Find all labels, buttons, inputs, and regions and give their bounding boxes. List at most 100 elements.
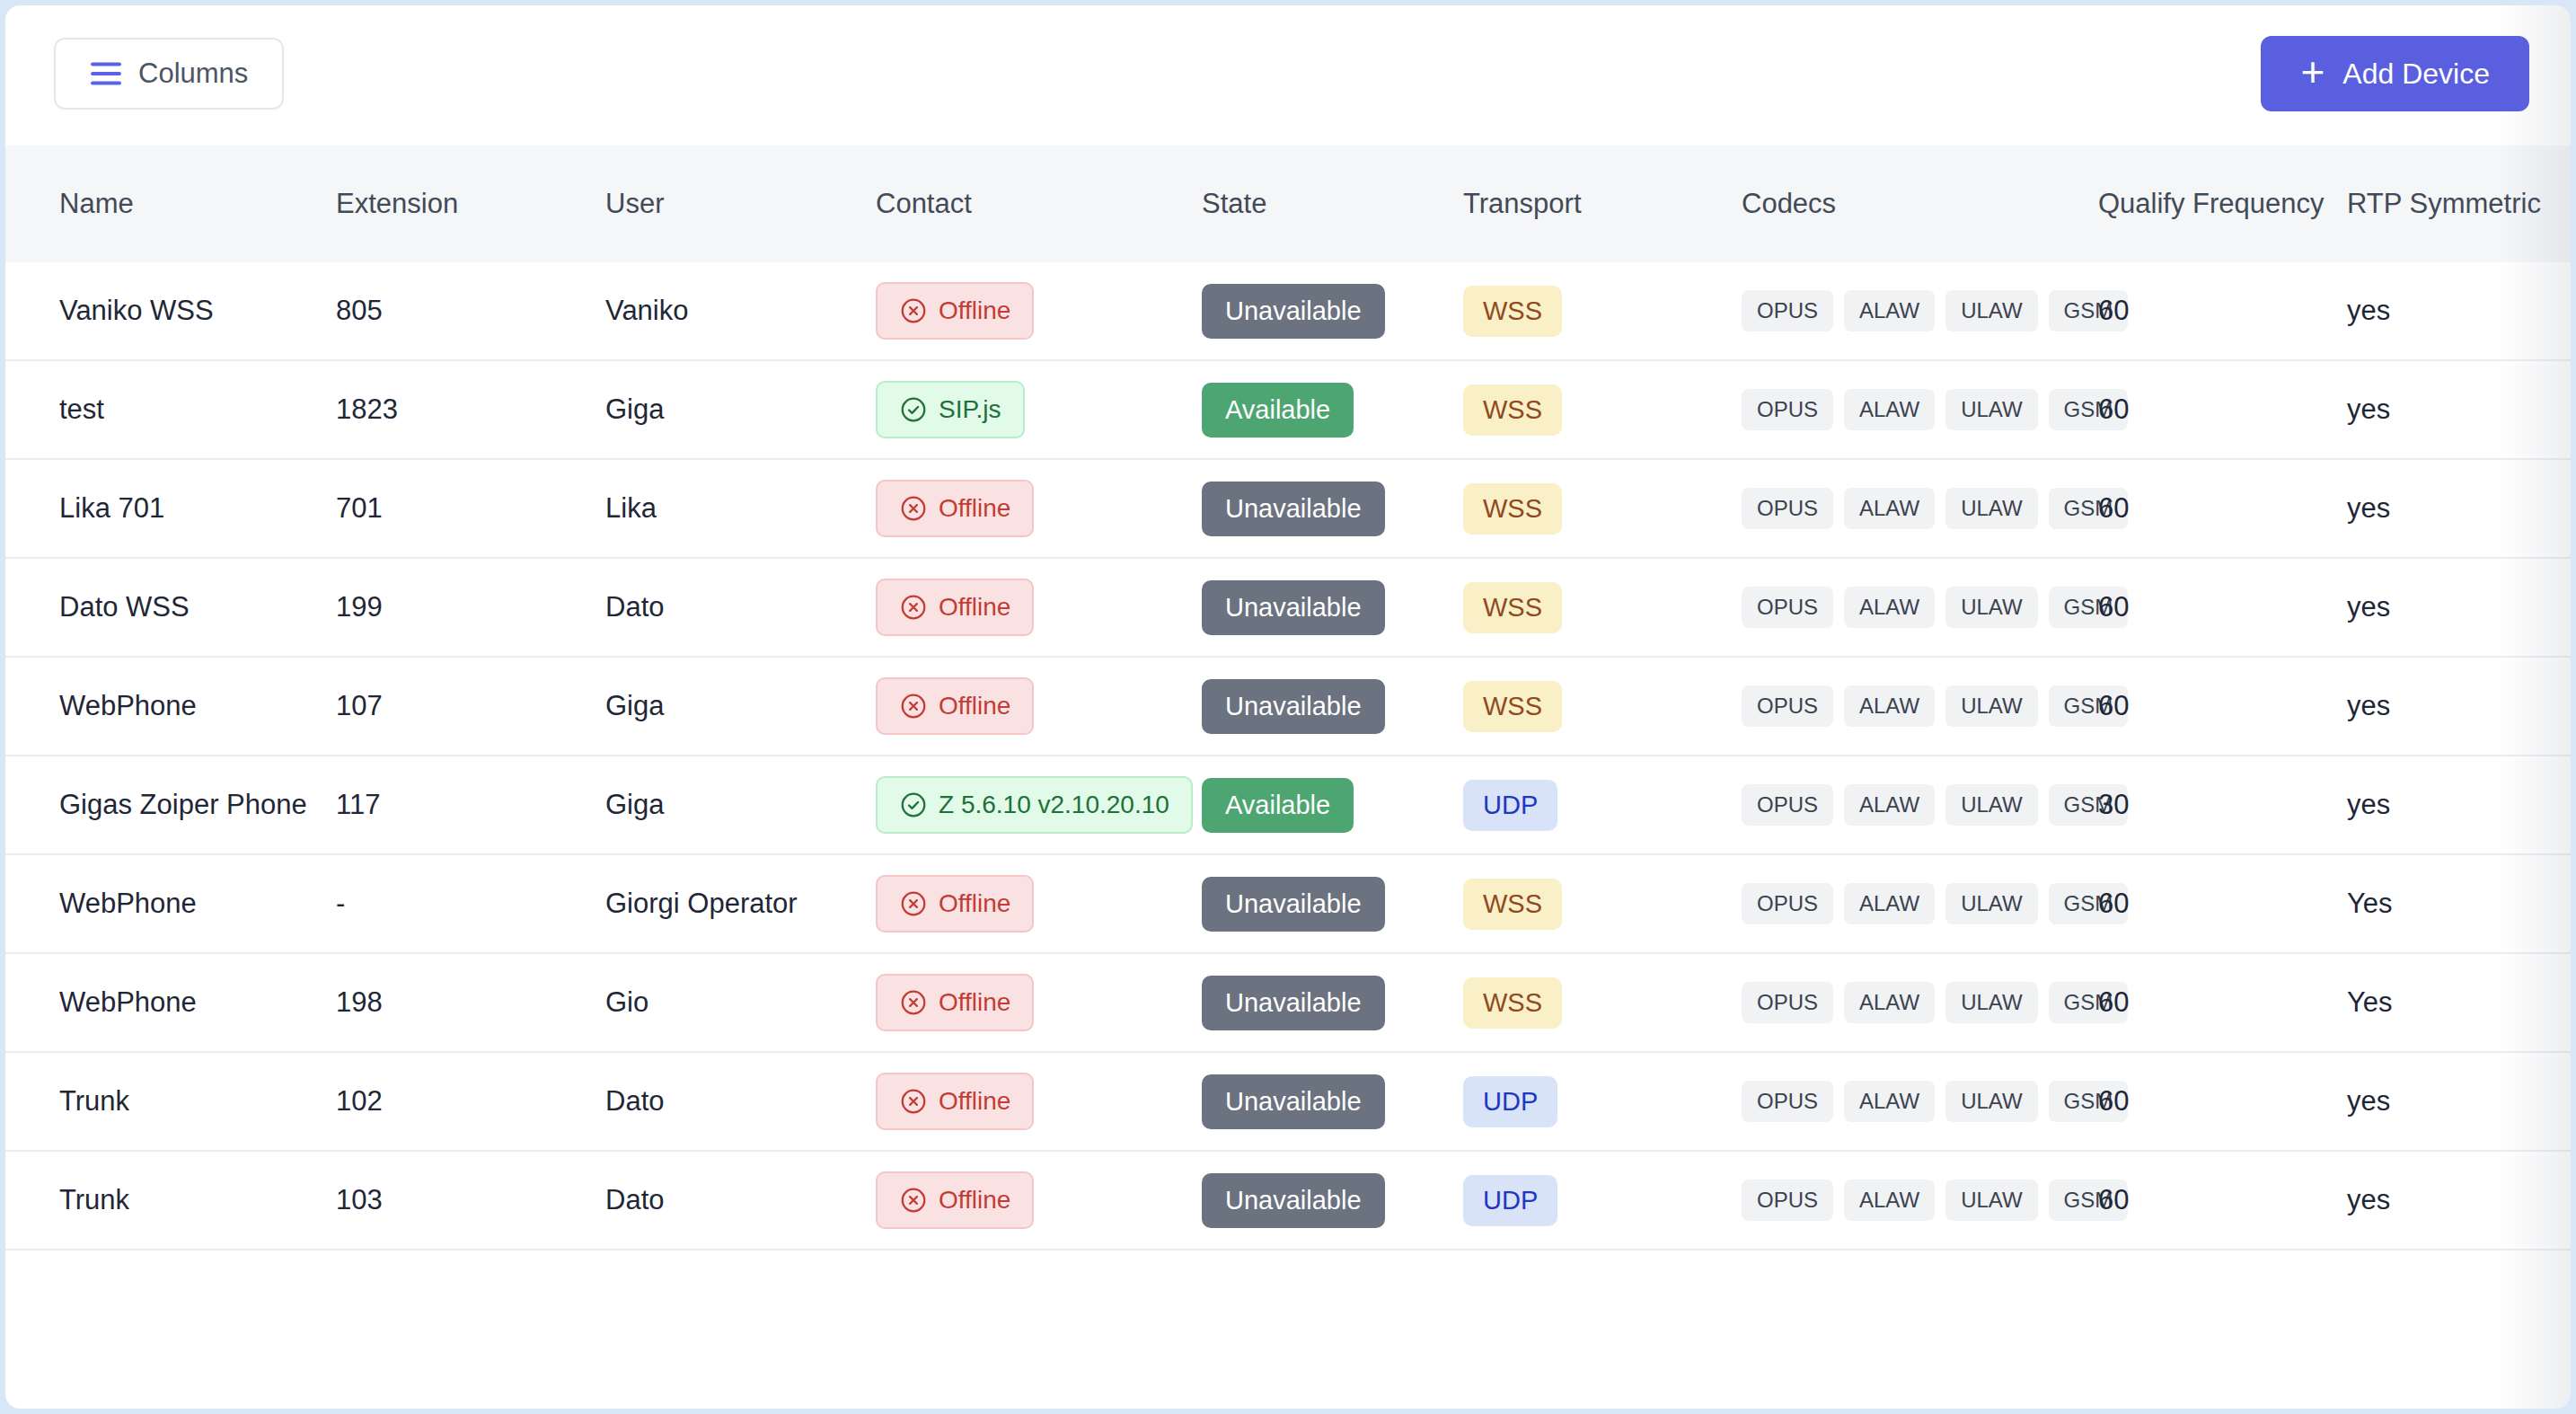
state-badge: Unavailable [1202, 877, 1385, 932]
check-circle-icon [899, 791, 928, 819]
cell-extension: 805 [336, 295, 605, 327]
devices-page: Columns + Add Device Name Extension User… [5, 5, 2571, 1409]
cell-rtp-symmetric: yes [2347, 591, 2571, 623]
x-circle-icon [899, 692, 928, 720]
cell-transport: UDP [1463, 1076, 1742, 1127]
x-circle-icon [899, 296, 928, 325]
cell-user: Dato [605, 1184, 876, 1216]
cell-codecs: OPUSALAWULAWGSM [1742, 389, 2098, 430]
table-row[interactable]: Dato WSS 199 Dato Offline Unavailable WS… [5, 559, 2571, 658]
cell-user: Vaniko [605, 295, 876, 327]
cell-transport: WSS [1463, 977, 1742, 1029]
codec-badge: ULAW [1945, 982, 2037, 1023]
contact-badge-label: Offline [939, 595, 1010, 620]
cell-transport: UDP [1463, 1175, 1742, 1226]
hamburger-icon [90, 60, 122, 87]
table-row[interactable]: Vaniko WSS 805 Vaniko Offline Unavailabl… [5, 262, 2571, 361]
cell-state: Unavailable [1202, 679, 1463, 734]
cell-extension: 1823 [336, 393, 605, 426]
cell-rtp-symmetric: yes [2347, 393, 2571, 426]
cell-qualify-frequency: 60 [2098, 1184, 2347, 1216]
cell-extension: 198 [336, 986, 605, 1019]
codec-badge: OPUS [1742, 883, 1833, 924]
cell-rtp-symmetric: yes [2347, 295, 2571, 327]
codec-badge: OPUS [1742, 290, 1833, 331]
header-contact: Contact [876, 188, 1202, 220]
cell-qualify-frequency: 60 [2098, 591, 2347, 623]
cell-name: WebPhone [59, 986, 336, 1019]
cell-contact: Offline [876, 677, 1202, 735]
contact-badge-label: Offline [939, 694, 1010, 719]
cell-contact: Offline [876, 282, 1202, 340]
cell-transport: UDP [1463, 780, 1742, 831]
cell-contact: Offline [876, 974, 1202, 1031]
state-badge: Unavailable [1202, 976, 1385, 1030]
codec-badge: ALAW [1844, 389, 1935, 430]
cell-contact: Z 5.6.10 v2.10.20.10 [876, 776, 1202, 834]
cell-codecs: OPUSALAWULAWGSM [1742, 784, 2098, 826]
codec-badge: ALAW [1844, 982, 1935, 1023]
cell-extension: 107 [336, 690, 605, 722]
cell-rtp-symmetric: Yes [2347, 888, 2571, 920]
cell-transport: WSS [1463, 286, 1742, 337]
cell-rtp-symmetric: Yes [2347, 986, 2571, 1019]
codec-badge: OPUS [1742, 982, 1833, 1023]
cell-transport: WSS [1463, 483, 1742, 535]
cell-qualify-frequency: 60 [2098, 492, 2347, 525]
contact-badge: Offline [876, 875, 1034, 932]
contact-badge-label: SIP.js [939, 397, 1001, 422]
cell-codecs: OPUSALAWULAWGSM [1742, 685, 2098, 727]
add-device-button[interactable]: + Add Device [2261, 36, 2529, 111]
cell-name: test [59, 393, 336, 426]
table-row[interactable]: Trunk 102 Dato Offline Unavailable UDP O… [5, 1053, 2571, 1152]
header-codecs: Codecs [1742, 188, 2098, 220]
codec-badge: ULAW [1945, 883, 2037, 924]
cell-contact: Offline [876, 1171, 1202, 1229]
contact-badge-label: Offline [939, 496, 1010, 521]
cell-codecs: OPUSALAWULAWGSM [1742, 1081, 2098, 1122]
codec-badge: OPUS [1742, 685, 1833, 727]
cell-name: Gigas Zoiper Phone [59, 789, 336, 821]
cell-transport: WSS [1463, 879, 1742, 930]
x-circle-icon [899, 988, 928, 1017]
codec-badge: OPUS [1742, 784, 1833, 826]
cell-codecs: OPUSALAWULAWGSM [1742, 488, 2098, 529]
contact-badge: Offline [876, 1171, 1034, 1229]
x-circle-icon [899, 593, 928, 622]
cell-name: WebPhone [59, 888, 336, 920]
cell-qualify-frequency: 60 [2098, 888, 2347, 920]
columns-button-label: Columns [138, 57, 248, 90]
transport-badge: UDP [1463, 780, 1557, 831]
header-transport: Transport [1463, 188, 1742, 220]
codec-badge: ALAW [1844, 784, 1935, 826]
cell-state: Unavailable [1202, 976, 1463, 1030]
cell-state: Unavailable [1202, 482, 1463, 536]
table-row[interactable]: WebPhone 107 Giga Offline Unavailable WS… [5, 658, 2571, 756]
table-row[interactable]: test 1823 Giga SIP.js Available WSS OPUS… [5, 361, 2571, 460]
cell-user: Dato [605, 1085, 876, 1118]
transport-badge: WSS [1463, 384, 1562, 436]
transport-badge: WSS [1463, 483, 1562, 535]
contact-badge-label: Z 5.6.10 v2.10.20.10 [939, 792, 1169, 817]
codec-badge: ULAW [1945, 587, 2037, 628]
columns-button[interactable]: Columns [54, 38, 284, 110]
table-row[interactable]: Lika 701 701 Lika Offline Unavailable WS… [5, 460, 2571, 559]
cell-codecs: OPUSALAWULAWGSM [1742, 1180, 2098, 1221]
cell-qualify-frequency: 60 [2098, 295, 2347, 327]
cell-user: Giga [605, 690, 876, 722]
cell-transport: WSS [1463, 384, 1742, 436]
table-row[interactable]: WebPhone - Giorgi Operator Offline Unava… [5, 855, 2571, 954]
x-circle-icon [899, 889, 928, 918]
codec-badge: OPUS [1742, 488, 1833, 529]
codec-badge: OPUS [1742, 389, 1833, 430]
cell-transport: WSS [1463, 681, 1742, 732]
header-user: User [605, 188, 876, 220]
contact-badge-label: Offline [939, 298, 1010, 323]
contact-badge: Offline [876, 282, 1034, 340]
table-row[interactable]: Gigas Zoiper Phone 117 Giga Z 5.6.10 v2.… [5, 756, 2571, 855]
cell-contact: Offline [876, 579, 1202, 636]
table-row[interactable]: Trunk 103 Dato Offline Unavailable UDP O… [5, 1152, 2571, 1251]
cell-user: Giorgi Operator [605, 888, 876, 920]
cell-state: Unavailable [1202, 877, 1463, 932]
table-row[interactable]: WebPhone 198 Gio Offline Unavailable WSS… [5, 954, 2571, 1053]
